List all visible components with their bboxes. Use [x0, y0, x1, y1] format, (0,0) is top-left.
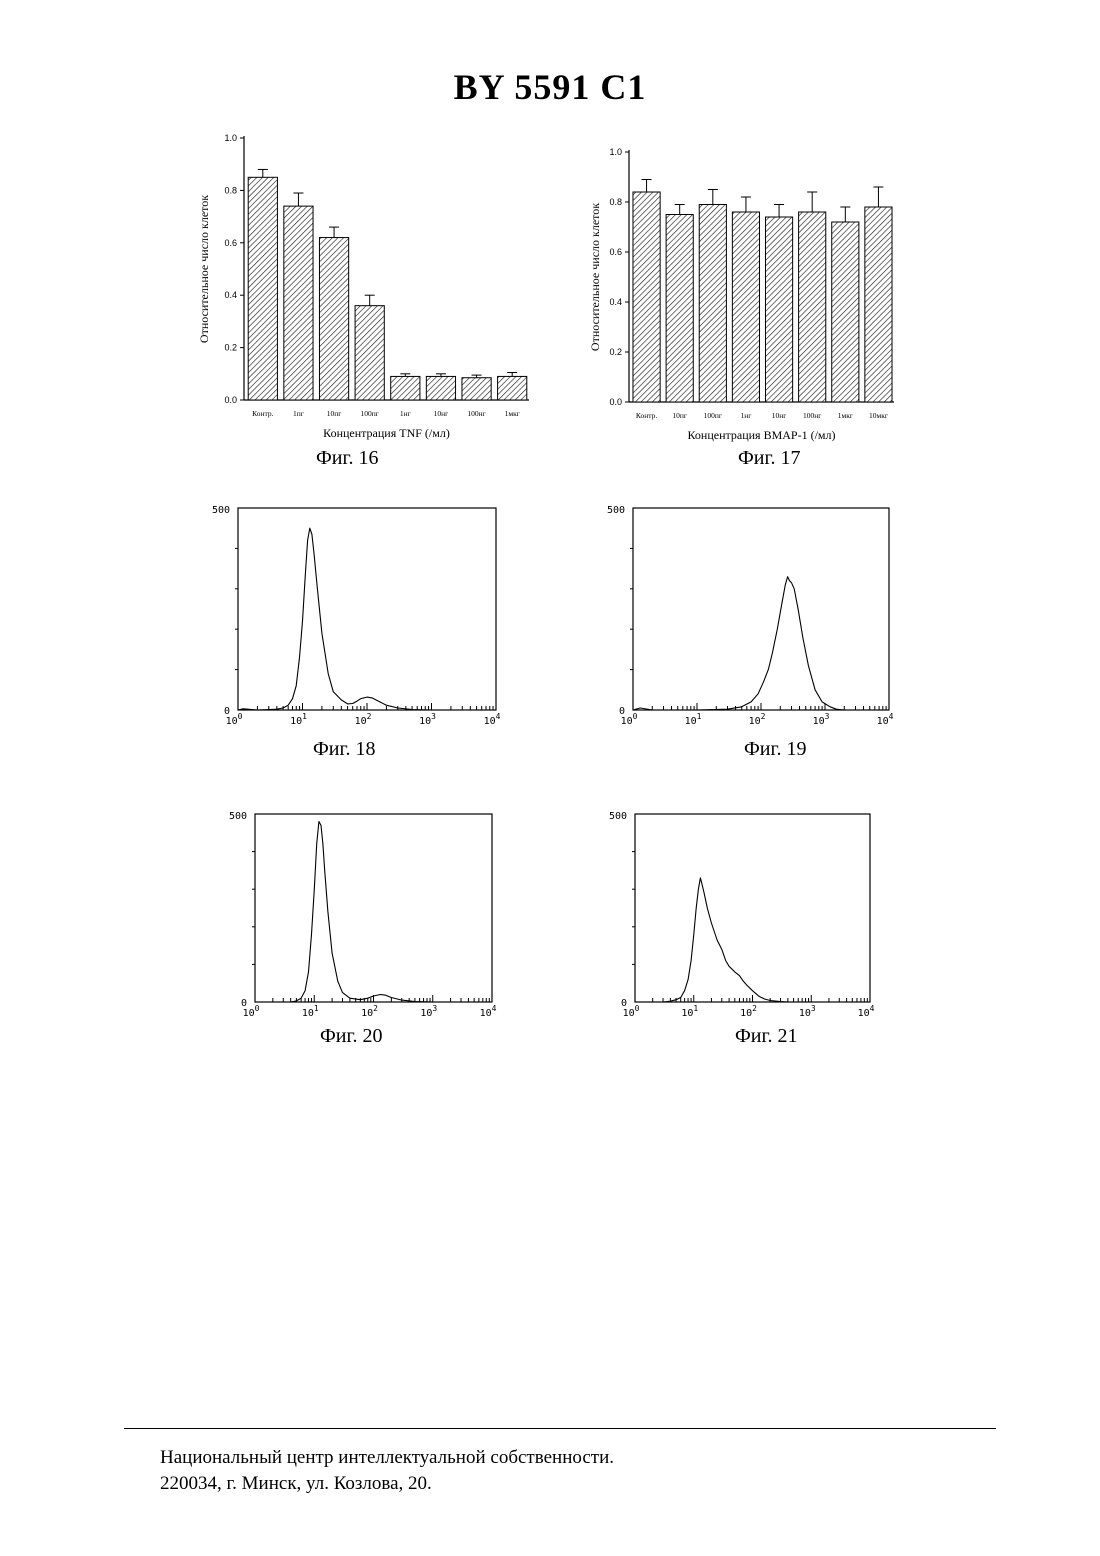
- figure-19-caption: Фиг. 19: [744, 738, 806, 761]
- figure-20-chart: 5000100101102103104: [205, 800, 525, 1025]
- bar: [284, 206, 313, 400]
- plot-frame: [633, 508, 889, 710]
- document-title: BY 5591 C1: [0, 66, 1100, 108]
- x-tick-label: 10пг: [327, 409, 342, 418]
- x-tick-label: 100нг: [467, 409, 485, 418]
- y-tick-label: 0.6: [609, 247, 622, 257]
- bar: [426, 376, 455, 400]
- plot-frame: [255, 814, 492, 1002]
- bar: [699, 205, 726, 403]
- x-tick-label: 101: [685, 712, 702, 727]
- figure-19-chart: 5000100101102103104: [585, 495, 915, 740]
- y-tick-label: 0.0: [224, 395, 237, 405]
- histogram-curve: [633, 577, 844, 710]
- bar: [765, 217, 792, 402]
- figure-20-svg: 5000100101102103104: [205, 800, 525, 1025]
- x-tick-label: 103: [813, 712, 830, 727]
- x-tick-label: 10нг: [772, 411, 787, 420]
- y-tick-label: 0.6: [224, 238, 237, 248]
- x-tick-label: 104: [858, 1004, 875, 1019]
- figure-17-chart: 0.0 0.2 0.4 0.6 0.8 1.0 Контр. 10пг 100пг 1нг 10нг…: [585, 135, 915, 445]
- x-tick-label: 103: [419, 712, 436, 727]
- x-tick-label: 1мкг: [838, 411, 853, 420]
- figure-20-caption: Фиг. 20: [320, 1025, 382, 1048]
- y-tick-label: 1.0: [609, 147, 622, 157]
- figure-16-caption: Фиг. 16: [316, 447, 378, 470]
- bar: [462, 378, 491, 400]
- y-axis-title: Относительное число клеток: [588, 203, 602, 351]
- footer-organization: Национальный центр интеллектуальной собс…: [160, 1447, 614, 1469]
- figure-18-chart: 5000100101102103104: [188, 495, 518, 740]
- figure-18-svg: 5000100101102103104: [188, 495, 518, 740]
- histogram-curve: [635, 878, 788, 1002]
- x-tick-label: 100пг: [361, 409, 379, 418]
- figure-19-svg: 5000100101102103104: [585, 495, 915, 740]
- x-tick-label: 1нг: [400, 409, 411, 418]
- x-tick-label: 101: [302, 1004, 319, 1019]
- x-tick-label: 104: [484, 712, 501, 727]
- y-tick-label: 0.2: [609, 347, 622, 357]
- x-tick-label: 104: [877, 712, 894, 727]
- y-tick-label: 0.8: [224, 185, 237, 195]
- x-tick-label: 100пг: [704, 411, 722, 420]
- y-tick-label: 500: [229, 811, 247, 822]
- x-axis-title: Концентрация BMAP-1 (/мл): [688, 428, 836, 442]
- bar: [832, 222, 859, 402]
- y-tick-label: 0.8: [609, 197, 622, 207]
- bar: [732, 212, 759, 402]
- y-tick-label: 500: [609, 811, 627, 822]
- x-tick-label: 10мкг: [869, 411, 888, 420]
- y-tick-label: 0.4: [224, 290, 237, 300]
- y-tick-label: 0.0: [609, 397, 622, 407]
- x-tick-label: 102: [355, 712, 372, 727]
- y-axis-title: Относительное число клеток: [197, 195, 211, 343]
- figure-21-svg: 5000100101102103104: [583, 800, 903, 1025]
- figure-21-chart: 5000100101102103104: [583, 800, 903, 1025]
- x-tick-label: 100нг: [803, 411, 821, 420]
- x-tick-label: 10пг: [672, 411, 687, 420]
- footer-address: 220034, г. Минск, ул. Козлова, 20.: [160, 1473, 432, 1495]
- bar: [391, 376, 420, 400]
- x-tick-label: Контр.: [636, 411, 658, 420]
- bar: [633, 192, 660, 402]
- histogram-curve: [238, 528, 432, 710]
- x-tick-label: 1пг: [293, 409, 304, 418]
- x-tick-label: Контр.: [252, 409, 274, 418]
- footer-divider: [124, 1428, 996, 1429]
- x-tick-label: 101: [681, 1004, 698, 1019]
- y-tick-label: 500: [212, 505, 230, 516]
- x-axis-title: Концентрация TNF (/мл): [323, 426, 450, 440]
- y-tick-label: 500: [607, 505, 625, 516]
- bar: [319, 238, 348, 400]
- x-tick-label: 101: [290, 712, 307, 727]
- plot-frame: [238, 508, 496, 710]
- x-tick-label: 102: [740, 1004, 757, 1019]
- figure-17-svg: 0.0 0.2 0.4 0.6 0.8 1.0 Контр. 10пг 100пг 1нг 10нг…: [585, 135, 915, 445]
- x-tick-label: 102: [749, 712, 766, 727]
- figure-18-caption: Фиг. 18: [313, 738, 375, 761]
- y-tick-label: 0.2: [224, 343, 237, 353]
- x-tick-label: 102: [361, 1004, 378, 1019]
- bar: [355, 306, 384, 400]
- bar: [799, 212, 826, 402]
- figure-17-caption: Фиг. 17: [738, 447, 800, 470]
- figure-21-caption: Фиг. 21: [735, 1025, 797, 1048]
- bar: [498, 376, 527, 400]
- x-tick-label: 103: [420, 1004, 437, 1019]
- x-tick-label: 104: [480, 1004, 497, 1019]
- bar: [248, 177, 277, 400]
- x-tick-label: 103: [799, 1004, 816, 1019]
- plot-frame: [635, 814, 870, 1002]
- x-tick-label: 10нг: [434, 409, 449, 418]
- y-tick-label: 1.0: [224, 133, 237, 143]
- histogram-curve: [255, 822, 433, 1003]
- figure-16-svg: 0.0 0.2 0.4 0.6 0.8 1.0 Контр. 1пг 10пг 100пг 1нг 1…: [190, 125, 530, 445]
- bar: [666, 215, 693, 403]
- figure-16-chart: 0.0 0.2 0.4 0.6 0.8 1.0 Контр. 1пг 10пг 100пг 1нг 1…: [190, 125, 530, 445]
- x-tick-label: 1нг: [741, 411, 752, 420]
- bar: [865, 207, 892, 402]
- y-tick-label: 0.4: [609, 297, 622, 307]
- x-tick-label: 1мкг: [505, 409, 520, 418]
